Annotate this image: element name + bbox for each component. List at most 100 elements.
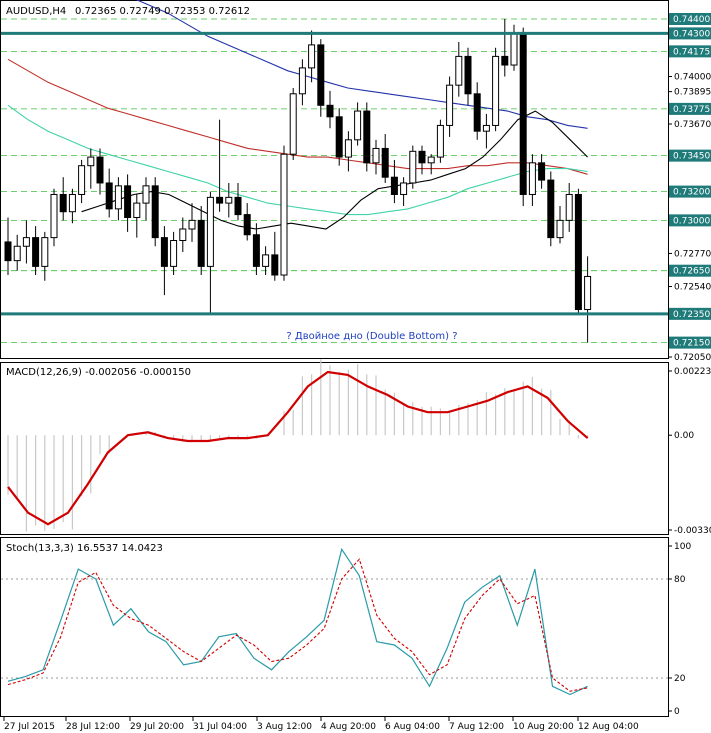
candle-body xyxy=(68,193,76,213)
ma-short-line xyxy=(81,110,588,230)
candle-body xyxy=(170,239,178,267)
macd-signal-line xyxy=(7,370,589,526)
candle-body xyxy=(390,176,398,195)
price-tag-box xyxy=(669,264,711,277)
candle-body xyxy=(455,55,463,86)
candle-body xyxy=(335,116,343,158)
ma-slow-line xyxy=(135,0,588,129)
candle-body xyxy=(344,139,352,158)
time-tick-label: 6 Aug 04:00 xyxy=(385,722,440,732)
macd-indicator: 0.002236 0.00 -0.003301 xyxy=(7,359,711,536)
price-tag-box xyxy=(669,13,711,25)
candle-body xyxy=(78,165,86,195)
candle-body xyxy=(556,219,564,239)
ma-fast-line xyxy=(7,104,588,216)
price-tag-label: 0.73450 xyxy=(673,152,710,162)
candle-body xyxy=(317,44,325,106)
time-tick-label: 28 Jul 12:00 xyxy=(66,722,120,732)
candle-body xyxy=(547,179,555,239)
price-tag-label: 0.74300 xyxy=(673,29,710,39)
moving-averages xyxy=(7,0,588,230)
candle-body xyxy=(538,162,546,181)
candle-body xyxy=(59,193,67,213)
candle-body xyxy=(124,185,132,218)
candle-body xyxy=(22,237,30,247)
time-tick-label: 7 Aug 12:00 xyxy=(449,722,504,732)
candle-body xyxy=(160,237,168,267)
price-tag-label: 0.72150 xyxy=(673,339,710,349)
time-tick-label: 12 Aug 04:00 xyxy=(578,722,639,732)
candle-body xyxy=(41,237,49,267)
candle-body xyxy=(363,110,371,164)
candle-body xyxy=(418,150,426,164)
candle-body xyxy=(381,147,389,178)
candle-body xyxy=(409,150,417,184)
candle-body xyxy=(271,254,279,276)
candle-body xyxy=(262,254,270,267)
price-axis: 0.74400 0.74300 0.74175 0.74000 0.73895 0.737… xyxy=(668,13,711,363)
pattern-label: ? Двойное дно (Double Bottom) ? xyxy=(286,331,457,342)
price-tick-label: 0.73895 xyxy=(674,88,711,98)
candle-body xyxy=(114,185,122,210)
candle-body xyxy=(216,196,224,204)
price-tick-label: 0.74000 xyxy=(674,73,711,83)
candle-body xyxy=(252,234,260,267)
time-tick-label: 31 Jul 04:00 xyxy=(193,722,247,732)
candle-body xyxy=(482,124,490,132)
candle-body xyxy=(179,228,187,241)
candle-body xyxy=(234,196,242,216)
price-panel[interactable] xyxy=(0,0,669,359)
ma-mid-line xyxy=(7,58,588,175)
time-tick-label: 4 Aug 20:00 xyxy=(321,722,376,732)
stoch-label: Stoch(13,3,3) 16.5537 14.0423 xyxy=(6,543,163,554)
stoch-signal-line xyxy=(7,558,588,692)
price-tag-label: 0.74175 xyxy=(673,47,710,57)
price-tag-box xyxy=(669,149,711,162)
candle-body xyxy=(354,110,362,141)
candle-body xyxy=(492,55,500,126)
candle-body xyxy=(142,185,150,204)
candle-body xyxy=(574,193,582,311)
price-tick-label: 0.72050 xyxy=(674,353,711,363)
macd-tick-label: -0.003301 xyxy=(674,526,711,536)
time-tick-label: 3 Aug 12:00 xyxy=(257,722,312,732)
levels xyxy=(1,31,668,316)
price-tick-label: 0.72770 xyxy=(674,249,711,259)
candle-body xyxy=(4,241,12,262)
macd-tick-label: 0.00 xyxy=(674,431,694,441)
candle-body xyxy=(225,196,233,204)
stoch-tick-label: 20 xyxy=(674,674,686,684)
candle-body xyxy=(473,93,481,132)
candle-body xyxy=(519,32,527,195)
price-tag-box xyxy=(669,336,711,349)
candles xyxy=(4,19,592,343)
candle-body xyxy=(584,275,592,311)
stoch-panel[interactable] xyxy=(0,537,669,717)
stoch-main-line xyxy=(7,547,588,696)
symbol-name: AUDUSD,H4 xyxy=(6,6,66,17)
candle-body xyxy=(372,147,380,164)
candle-body xyxy=(243,214,251,236)
candle-body xyxy=(565,193,573,221)
price-tag-label: 0.73200 xyxy=(673,188,710,198)
macd-panel[interactable] xyxy=(0,362,669,535)
candle-body xyxy=(427,156,435,164)
stoch-indicator: 100 80 20 0 xyxy=(1,542,691,717)
candle-body xyxy=(289,93,297,155)
candle-body xyxy=(133,202,141,218)
candle-body xyxy=(326,104,334,118)
candle-body xyxy=(400,182,408,195)
time-tick-label: 10 Aug 20:00 xyxy=(513,722,574,732)
candle-body xyxy=(446,84,454,126)
candle-body xyxy=(96,156,104,184)
candle-body xyxy=(151,185,159,239)
stoch-tick-label: 0 xyxy=(674,707,680,717)
time-tick-label: 29 Jul 20:00 xyxy=(130,722,184,732)
candle-body xyxy=(436,124,444,158)
macd-tick-label: 0.002236 xyxy=(674,367,711,377)
price-tag-box xyxy=(669,214,711,227)
price-tag-box xyxy=(669,27,711,40)
time-axis: 27 Jul 2015 28 Jul 12:00 29 Jul 20:00 31 Ju… xyxy=(3,717,639,732)
